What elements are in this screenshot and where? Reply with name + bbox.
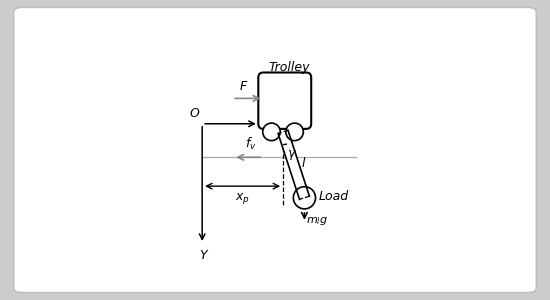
Circle shape <box>286 123 304 141</box>
Circle shape <box>263 123 280 141</box>
Text: $m_l g$: $m_l g$ <box>306 214 328 226</box>
Text: $x_p$: $x_p$ <box>235 191 250 206</box>
Text: Load: Load <box>318 190 349 203</box>
Circle shape <box>293 187 316 209</box>
Text: F: F <box>240 80 248 93</box>
Text: $l$: $l$ <box>301 156 307 170</box>
FancyBboxPatch shape <box>258 73 311 129</box>
Text: X: X <box>260 116 268 129</box>
Text: Y: Y <box>200 248 207 262</box>
Text: $\gamma$: $\gamma$ <box>287 148 297 162</box>
Text: Trolley: Trolley <box>268 61 310 74</box>
Text: O: O <box>190 106 200 120</box>
Polygon shape <box>278 130 310 200</box>
Text: $f_v$: $f_v$ <box>245 136 256 152</box>
